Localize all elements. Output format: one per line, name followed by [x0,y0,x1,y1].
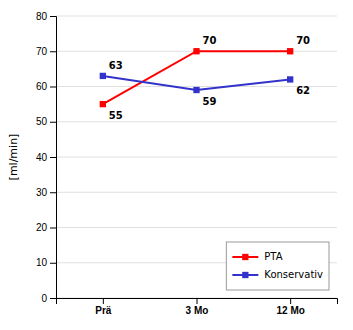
y-tick: 40 [36,152,56,163]
y-tick: 20 [36,222,56,233]
data-label: 70 [203,35,217,46]
x-tick-label: 12 Mo [276,305,304,316]
series-line [103,51,290,104]
plot: 0 10 20 30 40 50 60 70 80 Prä 3 Mo 12 Mo 55 70 70 63 59 6… [36,11,338,316]
marks [100,48,294,107]
legend-frame [226,242,329,290]
grid-line [56,86,337,87]
x-tick: 12 Mo [276,298,304,316]
x-tick: 3 Mo [186,298,209,316]
y-tick-label: 60 [36,81,48,92]
marker [193,48,199,54]
x-tick-mark [103,298,104,304]
y-tick-mark [50,263,56,264]
marker [287,48,293,54]
x-tick-label: Prä [95,305,112,316]
chart: 0 10 20 30 40 50 60 70 80 Prä 3 Mo 12 Mo 55 70 70 63 59 6… [0,0,353,330]
y-tick-mark [50,192,56,193]
y-tick-mark [50,122,56,123]
y-tick: 80 [36,11,56,22]
y-tick: 50 [36,116,56,127]
y-tick-mark [50,228,56,229]
y-axis-title: [ml/min] [7,134,20,181]
y-tick-mark [50,87,56,88]
marker [100,101,106,107]
grid-line [56,227,337,228]
x-tick-mark [290,298,291,304]
marker [287,76,293,82]
y-tick-label: 10 [36,257,48,268]
y-tick-label: 80 [36,11,48,22]
x-axis-line [57,299,338,305]
y-tick-label: 70 [36,46,48,57]
y-tick: 0 [41,293,56,304]
y-tick: 70 [36,46,56,57]
y-tick: 10 [36,257,56,268]
legend-label: PTA [264,251,282,262]
data-label: 63 [109,60,123,71]
data-label: 55 [109,110,123,121]
y-tick-mark [50,16,56,17]
grid-line [56,157,337,158]
y-tick-mark [50,157,56,158]
y-tick: 30 [36,187,56,198]
y-tick-mark [50,298,56,299]
grid-line [56,16,337,17]
grid-line [56,192,337,193]
y-tick-label: 50 [36,116,48,127]
y-tick-label: 20 [36,222,48,233]
data-label: 70 [296,35,310,46]
y-tick: 60 [36,81,56,92]
x-tick: Prä [95,298,112,316]
legend-marker [242,272,248,278]
legend-label: Konservativ [264,269,323,280]
data-label: 62 [296,85,310,96]
y-tick-label: 30 [36,187,48,198]
y-tick-label: 40 [36,152,48,163]
y-tick-label: 0 [41,293,47,304]
x-axis: Prä 3 Mo 12 Mo [57,298,338,316]
legend: PTA Konservativ [226,242,329,290]
legend-marker [242,254,248,260]
marker [193,87,199,93]
grid [56,16,337,298]
marker [100,73,106,79]
y-tick-mark [50,51,56,52]
grid-line [56,121,337,122]
data-labels: 55 70 70 63 59 62 [109,35,310,121]
x-tick-mark [197,298,198,304]
data-label: 59 [203,96,217,107]
x-tick-label: 3 Mo [186,305,209,316]
y-axis-line [50,17,57,299]
y-axis: 0 10 20 30 40 50 60 70 80 [36,11,57,304]
